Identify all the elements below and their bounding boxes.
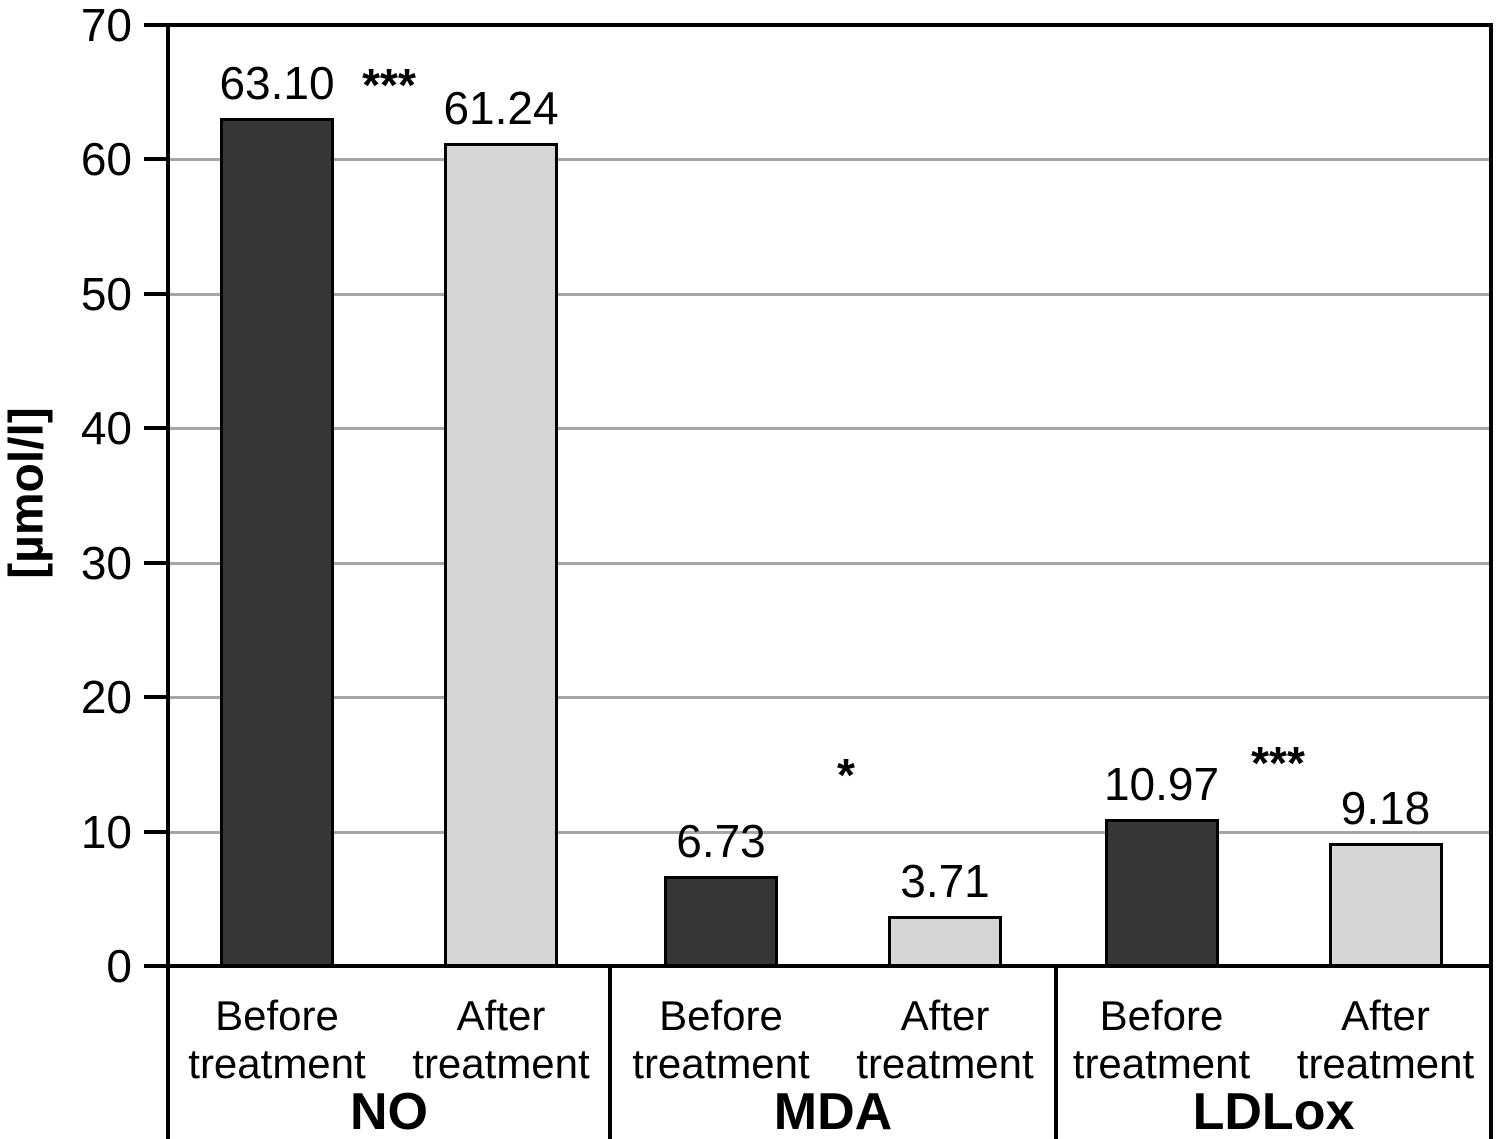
x-tick-label: After treatment — [856, 992, 1034, 1087]
x-axis-line — [144, 964, 1493, 968]
category-label-ldlox: LDLox — [1192, 1083, 1355, 1139]
bar-value-label: 10.97 — [1103, 758, 1220, 810]
category-label-mda: MDA — [773, 1083, 893, 1139]
bar-value-label: 3.71 — [900, 855, 990, 907]
bar-mda-after — [888, 916, 1002, 968]
gridline — [170, 427, 1489, 430]
group-divider — [1054, 964, 1058, 1139]
bar-value-label: 63.10 — [219, 57, 335, 109]
x-tick-label: Before treatment — [188, 992, 366, 1087]
y-tick-label: 60 — [80, 133, 132, 185]
significance-marker: *** — [1251, 737, 1305, 789]
significance-marker: * — [837, 749, 855, 801]
y-tick-label: 0 — [106, 940, 132, 992]
y-tick-mark — [144, 157, 168, 161]
bar-value-label: 61.24 — [443, 82, 559, 134]
y-tick-mark — [144, 426, 168, 430]
bar-no-before — [220, 118, 334, 968]
y-tick-label: 10 — [80, 806, 132, 858]
x-tick-label: Before treatment — [632, 992, 810, 1087]
x-tick-label: After treatment — [412, 992, 590, 1087]
plot-right-border — [1489, 23, 1493, 1139]
y-tick-label: 70 — [80, 0, 132, 51]
bar-no-after — [444, 143, 558, 968]
y-tick-mark — [144, 830, 168, 834]
y-tick-mark — [144, 695, 168, 699]
x-tick-label: Before treatment — [1072, 992, 1251, 1087]
bar-value-label: 6.73 — [676, 815, 766, 867]
y-tick-label: 50 — [80, 268, 132, 320]
gridline — [170, 562, 1489, 565]
x-tick-label: After treatment — [1296, 992, 1475, 1087]
gridline — [170, 831, 1489, 834]
y-tick-label: 30 — [80, 537, 132, 589]
gridline — [170, 293, 1489, 296]
bar-ldlox-before — [1104, 819, 1219, 968]
significance-marker: *** — [362, 59, 416, 111]
gridline — [170, 696, 1489, 699]
category-label-no: NO — [350, 1083, 428, 1139]
y-tick-mark — [144, 292, 168, 296]
y-tick-label: 40 — [80, 402, 132, 454]
bar-value-label: 9.18 — [1340, 782, 1431, 834]
bar-mda-before — [664, 876, 778, 968]
plot-top-border — [144, 23, 1493, 27]
y-tick-mark — [144, 561, 168, 565]
bar-ldlox-after — [1328, 843, 1443, 968]
y-axis-line — [166, 23, 170, 1139]
group-divider — [608, 964, 612, 1139]
gridline — [170, 158, 1489, 161]
y-tick-label: 20 — [80, 671, 132, 723]
